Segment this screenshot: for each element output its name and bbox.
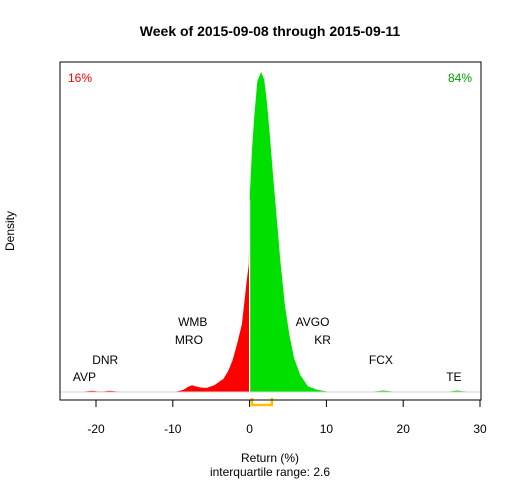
ticker-label: TE	[446, 370, 461, 384]
density-areas	[53, 72, 486, 407]
x-tick-label: 20	[397, 422, 411, 436]
ticker-label: WMB	[178, 315, 207, 329]
negative-density-area	[53, 200, 250, 392]
ticker-label: MRO	[175, 333, 203, 347]
ticker-annotations: AVP DNR WMB MRO AVGO KR FCX TE	[73, 315, 462, 384]
x-tick-label: -10	[164, 422, 182, 436]
iqr-subtitle: interquartile range: 2.6	[210, 465, 330, 479]
x-axis: -20 -10 0 10 20 30	[87, 400, 487, 436]
ticker-label: AVGO	[296, 315, 330, 329]
positive-density-area	[249, 72, 486, 392]
x-tick-label: 0	[246, 422, 253, 436]
x-tick-label: 10	[320, 422, 334, 436]
axes: -20 -10 0 10 20 30	[59, 61, 487, 436]
negative-percent-label: 16%	[68, 71, 92, 85]
plot-frame	[59, 61, 482, 401]
x-tick-label: 30	[473, 422, 487, 436]
y-axis-label: Density	[3, 211, 17, 251]
ticker-label: KR	[314, 333, 331, 347]
x-tick-label: -20	[87, 422, 105, 436]
ticker-label: DNR	[92, 353, 118, 367]
positive-percent-label: 84%	[448, 71, 472, 85]
chart-title: Week of 2015-09-08 through 2015-09-11	[140, 23, 401, 39]
x-axis-label: Return (%)	[241, 451, 299, 465]
ticker-label: FCX	[369, 353, 393, 367]
iqr-bracket	[250, 398, 274, 407]
ticker-label: AVP	[73, 370, 96, 384]
